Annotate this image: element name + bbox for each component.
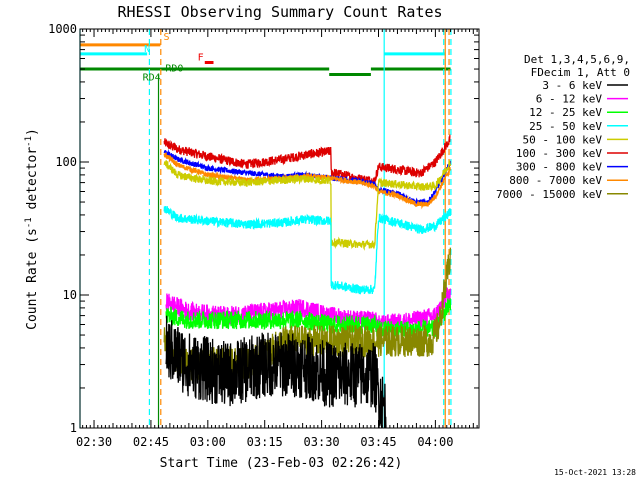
y-tick-label: 100 xyxy=(55,155,77,169)
y-axis-label: Count Rate (s-1 detector-1) xyxy=(24,128,40,330)
x-tick-label: 03:45 xyxy=(360,435,396,449)
x-tick-label: 03:30 xyxy=(304,435,340,449)
x-tick-label: 04:00 xyxy=(417,435,453,449)
legend-entry-label: 3 - 6 keV xyxy=(542,79,602,92)
y-axis: 1 10 100 1000 xyxy=(48,22,479,435)
legend-entry-label: 50 - 100 keV xyxy=(523,133,603,146)
annotation-f: F xyxy=(198,52,204,63)
footer-date: 15-Oct-2021 13:28 xyxy=(554,468,636,477)
legend-entry-label: 300 - 800 keV xyxy=(516,161,602,174)
plot-area: S N F RD0 RD4 xyxy=(79,29,452,429)
y-tick-label: 1 xyxy=(70,421,77,435)
annotation-n: N xyxy=(144,44,150,55)
annotation-s: S xyxy=(163,32,169,43)
x-tick-label: 03:15 xyxy=(247,435,283,449)
legend-header-line: Det 1,3,4,5,6,9, xyxy=(524,53,630,66)
y-label-main: Count Rate (s xyxy=(25,228,40,330)
annotation-rd0: RD0 xyxy=(165,63,183,74)
series-3-6keV-line xyxy=(165,315,387,429)
x-tick-label: 02:45 xyxy=(133,435,169,449)
x-tick-label: 02:30 xyxy=(76,435,112,449)
legend-header-line: FDecim 1, Att 0 xyxy=(531,66,630,79)
chart-title: RHESSI Observing Summary Count Rates xyxy=(117,3,442,21)
legend-entry-label: 100 - 300 keV xyxy=(516,147,602,160)
series-50-100keV-line xyxy=(163,160,452,251)
series-6-12keV-line xyxy=(165,287,452,333)
series-25-50keV-line xyxy=(163,205,452,295)
legend: Det 1,3,4,5,6,9,FDecim 1, Att 03 - 6 keV… xyxy=(496,53,630,201)
legend-entry-label: 7000 - 15000 keV xyxy=(496,188,602,201)
y-label-end: ) xyxy=(25,128,40,136)
legend-entry-label: 25 - 50 keV xyxy=(529,120,602,133)
y-label-sup-1: -1 xyxy=(24,217,34,228)
series-100-300keV-line xyxy=(163,134,451,188)
y-label-sup-2: -1 xyxy=(24,136,34,147)
y-label-mid: detector xyxy=(25,147,40,218)
x-tick-label: 03:00 xyxy=(190,435,226,449)
y-tick-label: 10 xyxy=(63,288,77,302)
y-tick-label: 1000 xyxy=(48,22,77,36)
legend-entry-label: 6 - 12 keV xyxy=(536,93,603,106)
x-axis: 02:30 02:45 03:00 03:15 03:30 03:45 04:00 xyxy=(76,29,478,449)
annotation-rd4: RD4 xyxy=(143,72,161,83)
legend-entry-label: 800 - 7000 keV xyxy=(509,174,602,187)
legend-entry-label: 12 - 25 keV xyxy=(529,106,602,119)
x-axis-label: Start Time (23-Feb-03 02:26:42) xyxy=(160,456,403,471)
